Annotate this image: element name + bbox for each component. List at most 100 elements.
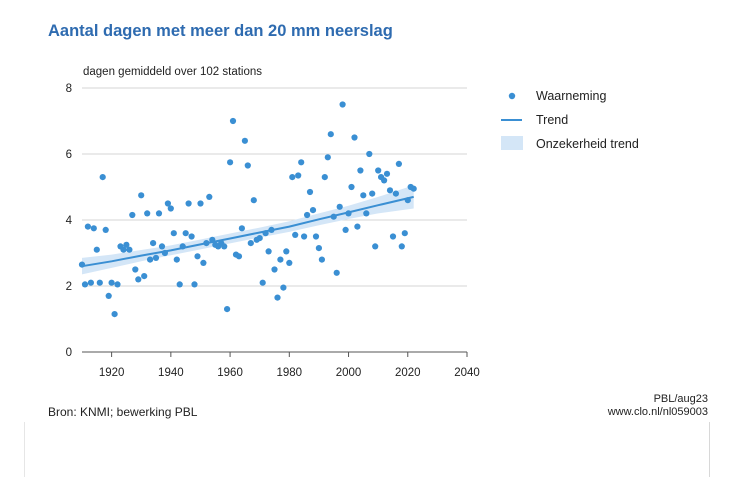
credit-code: PBL/aug23 <box>653 393 708 405</box>
data-point <box>224 306 231 313</box>
data-point <box>105 292 112 299</box>
legend-label-onzekerheid: Onzekerheid trend <box>536 137 639 151</box>
legend-label-trend: Trend <box>536 113 568 127</box>
credit-url: www.clo.nl/nl059003 <box>607 406 708 418</box>
data-point <box>144 210 151 217</box>
x-tick-label: 1960 <box>217 367 243 379</box>
data-point <box>333 269 340 276</box>
data-point <box>354 223 361 230</box>
x-tick-label: 1940 <box>158 367 184 379</box>
data-point <box>99 174 106 181</box>
data-point <box>209 236 216 243</box>
data-point <box>339 101 346 108</box>
data-point <box>274 294 281 301</box>
data-point <box>132 266 139 273</box>
y-tick-label: 8 <box>66 83 72 95</box>
data-point <box>271 266 278 273</box>
data-point <box>383 170 391 177</box>
x-tick-label: 1920 <box>99 367 125 379</box>
data-point <box>138 192 145 199</box>
y-tick-label: 4 <box>66 215 73 227</box>
x-tick-label: 2000 <box>336 367 362 379</box>
trend-uncertainty-band <box>82 185 414 275</box>
data-point <box>78 261 86 268</box>
data-point <box>188 233 195 240</box>
data-point <box>123 241 130 248</box>
frame-left-divider <box>24 422 25 477</box>
data-point <box>392 190 399 197</box>
data-point <box>129 211 136 219</box>
data-point <box>90 225 97 232</box>
y-tick-label: 0 <box>66 347 72 359</box>
data-point <box>120 246 127 253</box>
data-point <box>327 131 334 138</box>
data-point <box>158 243 166 250</box>
data-point <box>404 197 411 204</box>
data-point <box>375 167 382 174</box>
data-point <box>321 174 328 181</box>
data-point <box>312 233 320 240</box>
data-point <box>126 246 133 253</box>
data-point <box>289 174 296 181</box>
data-point <box>268 226 275 233</box>
x-tick-label: 2020 <box>395 367 421 379</box>
data-point <box>229 117 237 125</box>
data-point <box>401 230 408 237</box>
data-point <box>147 256 154 263</box>
data-point <box>206 193 213 200</box>
data-point <box>286 259 293 266</box>
data-point <box>179 243 186 250</box>
grid-lines <box>82 87 467 287</box>
data-point <box>265 248 272 255</box>
observation-points <box>78 101 417 318</box>
data-point <box>197 200 204 207</box>
data-point <box>238 225 245 232</box>
trend-line-path <box>81 195 414 268</box>
data-point <box>170 230 177 237</box>
data-point <box>386 187 394 194</box>
data-point <box>324 154 331 161</box>
data-point <box>306 188 314 196</box>
legend-marker-onzekerheid <box>501 136 523 150</box>
data-point <box>410 185 417 192</box>
data-point <box>135 276 142 283</box>
data-point <box>330 213 337 220</box>
legend-label-waarneming: Waarneming <box>536 89 606 103</box>
data-point <box>247 240 254 247</box>
data-point <box>381 177 388 184</box>
data-point <box>227 159 234 166</box>
data-point <box>256 235 263 242</box>
data-point <box>102 226 109 233</box>
data-point <box>185 200 192 207</box>
y-tick-label: 2 <box>66 281 72 293</box>
data-point <box>348 183 355 191</box>
data-point <box>200 259 207 266</box>
data-point <box>336 203 343 210</box>
frame-right-divider <box>709 422 710 477</box>
data-point <box>301 233 308 240</box>
data-point <box>309 207 317 214</box>
data-point <box>194 253 201 260</box>
data-point <box>161 249 168 257</box>
data-point <box>250 197 257 204</box>
data-point <box>389 233 397 240</box>
legend-marker-waarneming <box>508 92 516 100</box>
data-point <box>280 284 287 291</box>
y-tick-label: 6 <box>66 149 72 161</box>
axes: 0 2 4 6 8 1920 1940 1960 1980 2000 2020 2040 <box>66 83 480 379</box>
data-point <box>221 243 228 250</box>
data-point <box>277 256 284 263</box>
data-point <box>203 240 210 247</box>
data-point <box>96 279 103 286</box>
data-point <box>84 223 91 230</box>
data-point <box>315 245 322 252</box>
data-point <box>283 248 290 255</box>
data-point <box>164 200 171 207</box>
data-point <box>167 205 174 212</box>
data-point <box>235 253 243 260</box>
source-note: Bron: KNMI; bewerking PBL <box>48 405 198 419</box>
x-tick-label: 2040 <box>454 367 480 379</box>
data-point <box>259 279 266 286</box>
data-point <box>173 256 180 263</box>
